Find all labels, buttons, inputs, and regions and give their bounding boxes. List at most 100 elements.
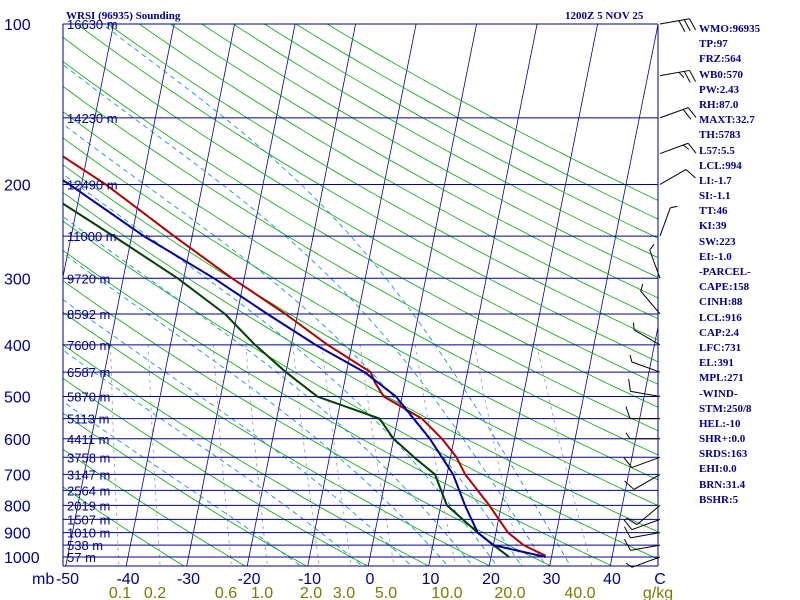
stat-item: EI:-1.0	[699, 250, 732, 263]
mixing-ratio-line	[359, 344, 395, 566]
pressure-tick-label: 1000	[4, 550, 40, 567]
wind-barb-layer	[623, 18, 697, 568]
mixing-ratio-tick-label: 2.0	[300, 585, 322, 600]
stat-item: HEL:-10	[699, 417, 741, 430]
isotherm-line	[488, 24, 599, 566]
mixing-ratio-line	[536, 344, 593, 566]
dry-adiabat-line	[232, 24, 658, 259]
height-level-label: 3147 m	[67, 467, 110, 482]
wind-barb-flag	[689, 70, 697, 82]
mixing-ratio-line	[110, 344, 120, 566]
wind-barb-staff	[631, 518, 661, 531]
temperature-tick-label: 30	[543, 571, 561, 588]
pressure-tick-label: 600	[4, 432, 31, 449]
wind-barb-flag	[628, 378, 631, 392]
dry-adiabat-line	[107, 24, 658, 341]
wind-barb-flag	[678, 20, 686, 33]
wind-barb-flag	[687, 107, 697, 118]
isotherm-line	[125, 24, 236, 566]
moist-adiabat-line	[63, 349, 363, 566]
stat-item: LCL:994	[699, 159, 742, 172]
height-level-label: 5870 m	[67, 390, 110, 405]
stat-item: KI:39	[699, 220, 727, 233]
stat-item: MPL:271	[699, 372, 744, 385]
isotherm-line	[63, 24, 115, 280]
height-level-label: 57 m	[67, 550, 96, 565]
dry-adiabat-line	[63, 61, 658, 408]
isotherm-line	[307, 24, 417, 566]
mixing-ratio-tick-label: 0.2	[144, 585, 166, 600]
wind-barb-flag	[689, 18, 697, 31]
wind-barb	[659, 107, 697, 120]
temperature-tick-label: 20	[482, 571, 500, 588]
pressure-tick-label: 500	[4, 390, 31, 407]
stat-item: TH:5783	[699, 129, 741, 142]
wind-barb-staff	[659, 169, 687, 185]
wind-barb-staff	[659, 142, 689, 155]
grid-layer	[63, 24, 658, 566]
stat-item: MAXT:32.7	[699, 114, 755, 127]
dry-adiabat-line	[63, 36, 658, 385]
stat-item: CAPE:158	[699, 281, 750, 294]
mixing-ratio-tick-label: 0.1	[109, 585, 131, 600]
parcel-trace	[63, 179, 546, 558]
wind-barb-flag	[682, 144, 690, 150]
pressure-tick-label: 400	[4, 338, 31, 355]
dry-adiabat-line	[63, 111, 658, 456]
stat-item: L57:5.5	[699, 144, 735, 157]
stat-item: SRDS:163	[699, 448, 748, 461]
wind-barb-staff	[631, 456, 661, 469]
wind-barb	[623, 526, 661, 539]
dry-adiabat-line	[63, 137, 658, 481]
chart-title: WRSI (96935) Sounding	[66, 10, 181, 22]
stat-item: CINH:88	[699, 296, 743, 309]
pressure-tick-label: 900	[4, 526, 31, 543]
height-level-label: 6587 m	[67, 365, 110, 380]
stat-item: -WIND-	[699, 387, 738, 400]
wind-barb	[659, 142, 697, 155]
stat-item: SHR+:0.0	[699, 433, 746, 446]
moist-adiabat-line	[102, 24, 571, 566]
wind-barb-staff	[649, 249, 661, 279]
stat-item: LI:-1.7	[699, 174, 732, 187]
temperature-tick-label: 0	[366, 571, 375, 588]
mixing-ratio-tick-label: 3.0	[333, 585, 355, 600]
stat-item: CAP:2.4	[699, 326, 740, 339]
wind-barb-flag	[629, 354, 633, 363]
stat-item: LCL:916	[699, 311, 742, 324]
wind-barb-staff	[640, 290, 661, 315]
wind-barb-flag	[623, 526, 631, 539]
dry-adiabat-line	[63, 344, 430, 566]
isotherm-line	[609, 324, 658, 566]
mixing-ratio-line	[147, 344, 161, 566]
dewpoint-trace	[63, 202, 510, 558]
wind-barb-staff	[659, 107, 689, 119]
wind-barb-flag	[624, 480, 635, 490]
stat-item: WB0:570	[699, 68, 743, 81]
stat-item: BSHR:5	[699, 493, 739, 506]
height-level-label: 3758 m	[67, 450, 110, 465]
wind-barb	[649, 244, 661, 279]
wind-barb	[628, 378, 661, 398]
wind-barb-staff	[631, 361, 661, 373]
pressure-tick-label: 800	[4, 498, 31, 515]
wind-barb-flag	[678, 71, 685, 78]
height-level-label: 2564 m	[67, 483, 110, 498]
isotherm-line	[428, 24, 538, 566]
dry-adiabat-line	[76, 24, 658, 363]
height-level-label: 7600 m	[67, 338, 110, 353]
pressure-tick-label: 300	[4, 271, 31, 288]
trace-layer	[63, 155, 547, 558]
wind-barb-staff	[630, 532, 661, 539]
height-level-label: 538 m	[67, 538, 103, 553]
mixing-ratio-line	[245, 344, 268, 566]
wind-barb-flag	[623, 519, 633, 530]
dry-adiabat-line	[63, 412, 308, 566]
pressure-tick-label: 200	[4, 177, 31, 194]
height-level-label: 5113 m	[67, 412, 109, 427]
mixing-ratio-tick-label: 1.0	[251, 585, 273, 600]
mixing-ratio-tick-label: 40.0	[564, 585, 595, 600]
dry-adiabat-line	[63, 448, 246, 566]
wind-barb-flag	[670, 205, 678, 209]
height-level-label: 1507 m	[67, 512, 110, 527]
